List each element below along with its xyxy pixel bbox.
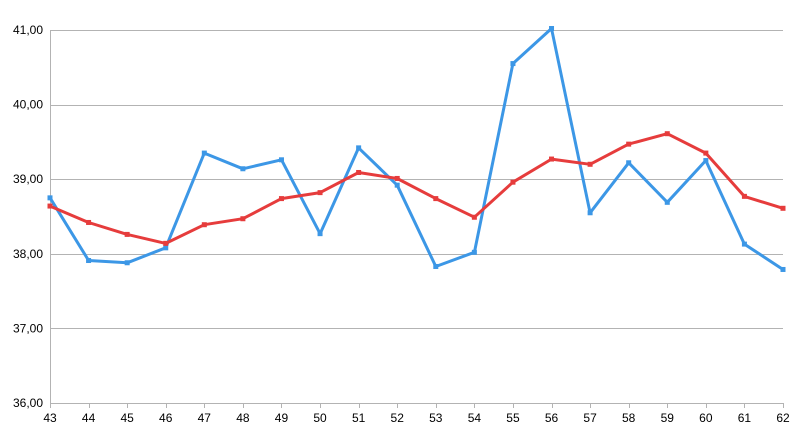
series-1-point	[780, 266, 786, 272]
x-tick-label: 44	[82, 411, 96, 425]
series-2-point	[471, 214, 477, 220]
x-tick-label: 50	[313, 411, 327, 425]
series-2-point	[664, 131, 670, 137]
series-1-line	[48, 27, 785, 271]
x-tick-label: 45	[120, 411, 134, 425]
y-tick-label: 36,00	[13, 396, 43, 410]
series-2-point	[549, 156, 555, 162]
y-tick-label: 41,00	[13, 23, 43, 37]
series-2-point	[278, 196, 284, 202]
x-tick-label: 59	[661, 411, 675, 425]
series-2-line	[48, 132, 785, 245]
series-1-point	[240, 166, 246, 172]
y-tick-label: 37,00	[13, 321, 43, 335]
x-tick-label: 52	[391, 411, 405, 425]
series-1-point	[47, 195, 53, 201]
x-tick-label: 57	[583, 411, 597, 425]
series-2-point	[201, 222, 207, 228]
series-2-point	[780, 205, 786, 211]
y-axis-tick-labels: 36,00 37,00 38,00 39,00 40,00 41,00	[13, 23, 43, 410]
x-tick-label: 54	[468, 411, 482, 425]
series-1-point	[356, 145, 362, 151]
series-1-point	[163, 245, 169, 251]
series-1-point	[703, 158, 709, 164]
series-1-point	[664, 199, 670, 205]
y-tick-label: 38,00	[13, 247, 43, 261]
x-tick-label: 49	[275, 411, 289, 425]
series-2-point	[394, 175, 400, 181]
series-2-point	[163, 240, 169, 246]
series-2-point	[240, 216, 246, 222]
series-1-point	[549, 26, 555, 32]
x-tick-label: 56	[545, 411, 559, 425]
series-2-point	[86, 219, 92, 225]
series-2-point	[587, 161, 593, 167]
x-tick-label: 48	[236, 411, 250, 425]
x-axis-tick-labels: 43 44 45 46 47 48 49 50 51 52 53 54 55 56 57 58 59 60 61 62	[43, 411, 790, 425]
series-1-point	[433, 263, 439, 269]
series-2-point	[47, 203, 53, 209]
series-2-point	[510, 179, 516, 185]
x-tick-label: 62	[776, 411, 790, 425]
series-1-point	[626, 160, 632, 166]
series-1-point	[278, 157, 284, 163]
x-tick-label: 43	[43, 411, 57, 425]
series-2-point	[433, 196, 439, 202]
x-tick-label: 55	[506, 411, 520, 425]
series-2-point	[626, 141, 632, 147]
series-2-point	[703, 150, 709, 156]
series-1-point	[86, 258, 92, 264]
series-2-point	[356, 169, 362, 175]
x-tick-label: 60	[699, 411, 713, 425]
series-lines	[47, 26, 786, 272]
y-tick-label: 40,00	[13, 98, 43, 112]
series-1-point	[394, 182, 400, 188]
series-1-point	[587, 210, 593, 216]
y-tick-label: 39,00	[13, 172, 43, 186]
series-1-point	[471, 249, 477, 255]
series-1-point	[124, 260, 130, 266]
series-1-point	[741, 241, 747, 247]
x-tick-label: 46	[159, 411, 173, 425]
series-2-point	[741, 193, 747, 199]
x-tick-label: 61	[738, 411, 752, 425]
series-1-point	[510, 61, 516, 67]
series-2-point	[317, 190, 323, 196]
series-1-point	[317, 231, 323, 237]
series-1-point	[201, 150, 207, 156]
x-tick-label: 47	[198, 411, 212, 425]
series-2-point	[124, 231, 130, 237]
x-tick-label: 53	[429, 411, 443, 425]
x-tick-label: 58	[622, 411, 636, 425]
x-tick-label: 51	[352, 411, 366, 425]
gridlines	[50, 30, 784, 408]
